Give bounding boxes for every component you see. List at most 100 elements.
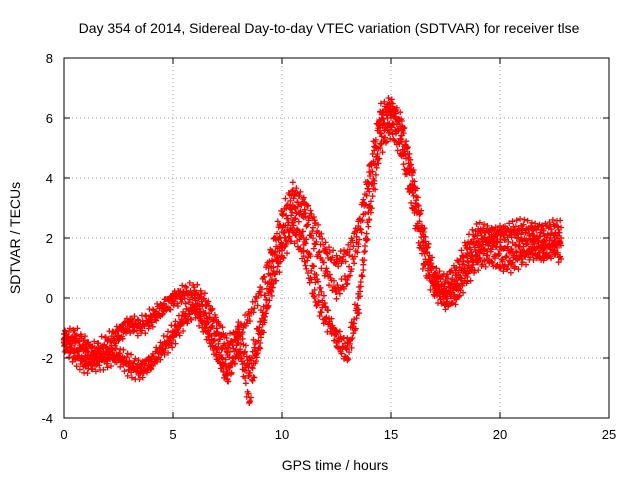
x-tick-label: 20 [493, 427, 507, 442]
data-point [224, 376, 231, 382]
data-point [497, 229, 503, 235]
data-point [453, 277, 460, 283]
y-tick-label: 6 [46, 111, 53, 126]
data-point [279, 229, 285, 235]
data-point [529, 250, 536, 256]
data-point [159, 343, 166, 349]
data-point [475, 226, 482, 232]
y-tick-label: -2 [41, 351, 53, 366]
data-point [268, 289, 275, 295]
data-point [442, 301, 449, 307]
data-point [507, 232, 514, 238]
data-point [431, 289, 438, 295]
data-point [71, 346, 78, 352]
data-point [148, 358, 155, 364]
data-point [486, 235, 493, 241]
data-point [475, 259, 482, 265]
x-tick-label: 25 [602, 427, 616, 442]
data-point [464, 253, 471, 259]
data-point [518, 238, 525, 244]
data-point [409, 205, 416, 211]
data-series [61, 95, 565, 406]
x-axis-label: GPS time / hours [282, 457, 389, 473]
data-point [540, 253, 547, 259]
data-point [366, 217, 373, 223]
data-point [213, 319, 220, 325]
data-point [93, 361, 100, 367]
data-point [180, 313, 187, 319]
data-point [398, 151, 405, 157]
y-tick-label: 0 [46, 291, 53, 306]
data-point [558, 235, 565, 241]
data-point [104, 358, 111, 364]
data-point [170, 328, 176, 334]
y-tick-label: 4 [46, 171, 53, 186]
data-point [137, 325, 144, 331]
data-point [540, 238, 547, 244]
data-point [300, 235, 307, 241]
data-point [355, 241, 362, 247]
x-tick-label: 15 [384, 427, 398, 442]
data-point [289, 217, 296, 223]
data-point [388, 106, 394, 112]
y-axis-label: SDTVAR / TECUs [7, 182, 23, 294]
data-point [257, 340, 264, 346]
data-point [246, 313, 253, 319]
data-point [311, 295, 318, 301]
data-point [246, 400, 253, 406]
data-point [170, 298, 176, 304]
y-tick-label: -4 [41, 411, 53, 426]
data-point [126, 367, 133, 373]
data-point [377, 145, 384, 151]
data-point [202, 328, 209, 334]
data-point [235, 340, 242, 346]
data-point [191, 307, 198, 313]
data-point [224, 352, 231, 358]
data-point [558, 224, 565, 231]
data-point [409, 178, 416, 184]
data-point [464, 241, 471, 247]
series-trace-c [61, 100, 565, 371]
axis-ticks: 0 5 10 15 20 25 -4 -2 0 2 4 6 8 [41, 51, 616, 442]
data-point [322, 247, 329, 253]
data-point [268, 265, 275, 271]
data-point [475, 238, 482, 244]
data-point [453, 295, 460, 301]
data-point [507, 262, 514, 268]
data-point [279, 211, 285, 217]
data-point [213, 331, 220, 337]
data-point [180, 292, 187, 298]
data-point [344, 355, 351, 361]
data-point [137, 364, 144, 370]
data-point [518, 223, 525, 229]
data-point [311, 241, 318, 247]
data-point [507, 250, 514, 256]
data-point [115, 334, 122, 340]
data-point [257, 289, 264, 295]
data-point [246, 361, 253, 367]
data-point [71, 331, 78, 337]
data-point [82, 358, 89, 364]
data-point [551, 223, 558, 229]
data-point [398, 118, 405, 124]
data-point [344, 343, 351, 349]
data-point [82, 340, 89, 346]
data-point [268, 250, 275, 256]
data-point [289, 202, 296, 208]
data-point [388, 127, 394, 133]
data-point [93, 352, 100, 358]
data-point [279, 253, 285, 259]
data-point [529, 232, 536, 238]
data-point [148, 319, 155, 325]
data-point [322, 268, 329, 274]
data-point [300, 253, 307, 259]
data-point [289, 229, 296, 235]
data-point [115, 352, 122, 358]
data-point [464, 274, 471, 280]
data-point [257, 331, 264, 337]
data-point [213, 352, 220, 358]
data-point [551, 235, 558, 241]
data-point [558, 256, 565, 262]
series-trace-d [61, 123, 565, 406]
